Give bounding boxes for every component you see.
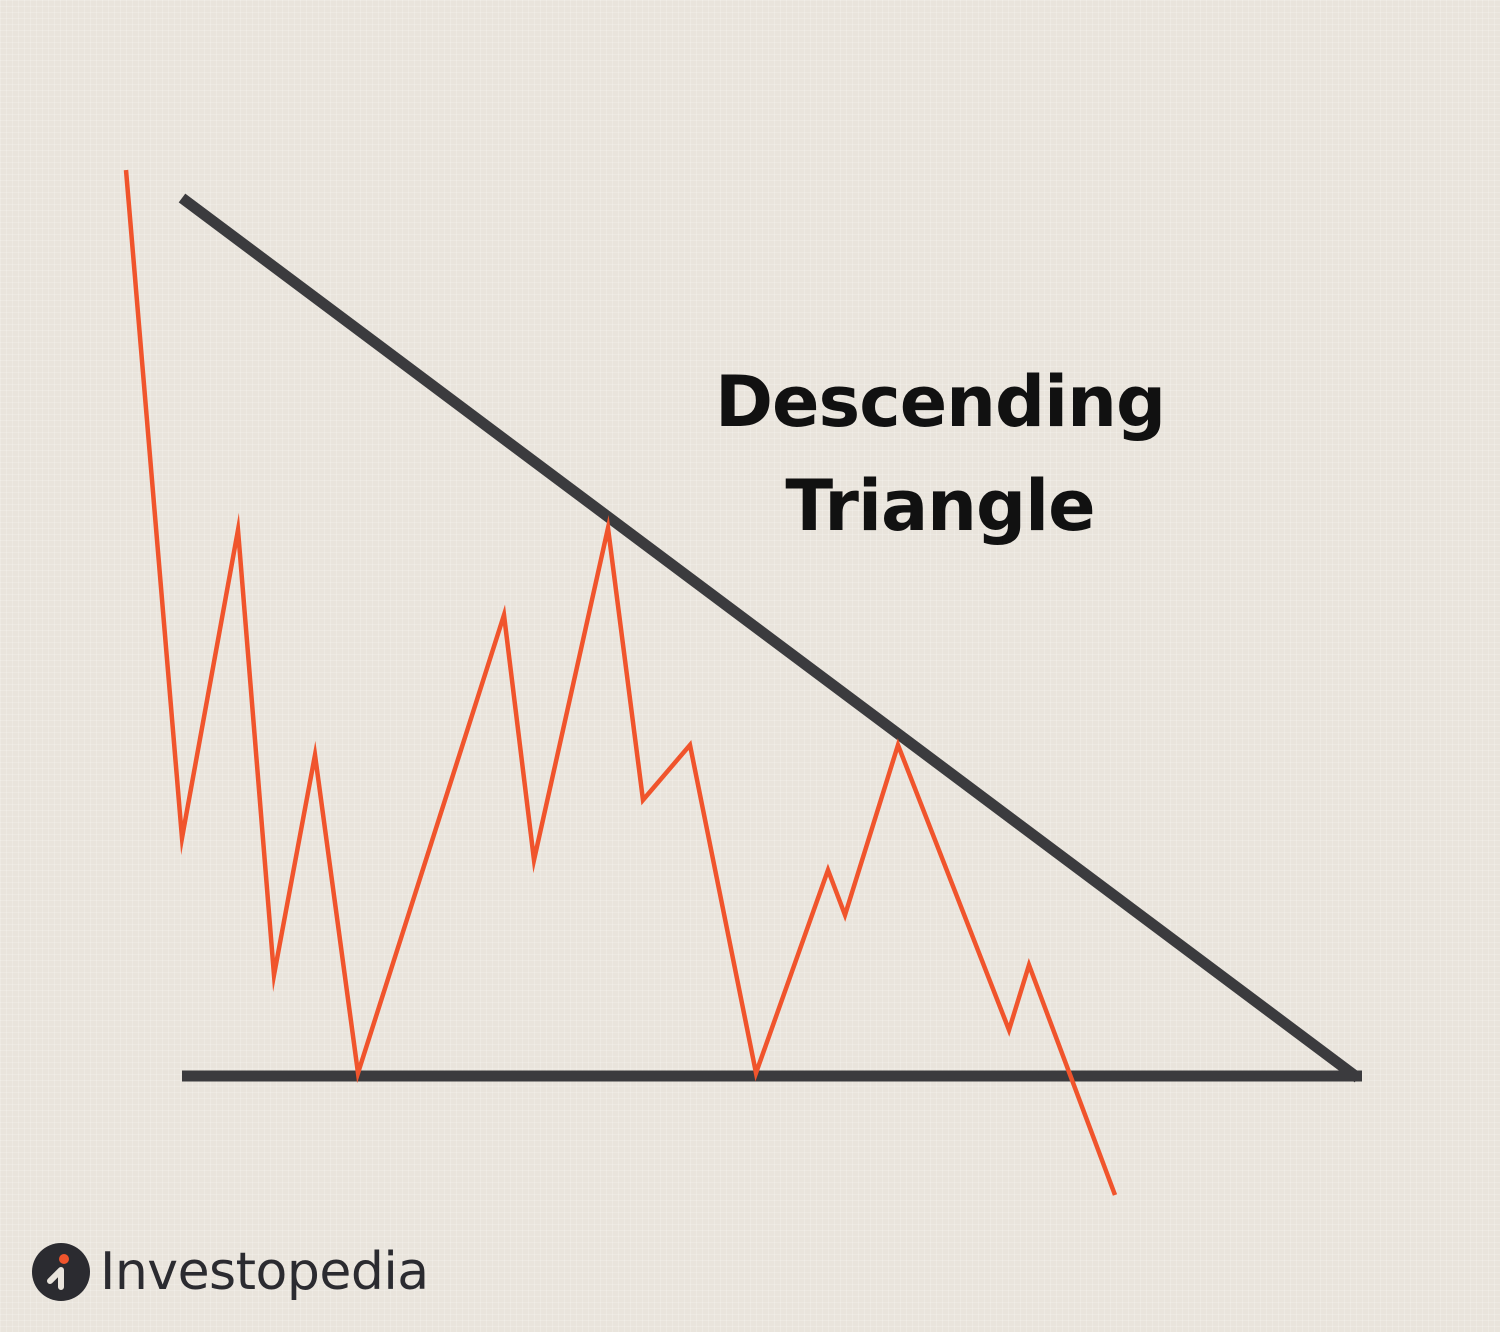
- diagram-title: Descending Triangle: [690, 350, 1190, 558]
- descending-resistance-line: [178, 193, 1362, 1083]
- title-line-2: Triangle: [785, 465, 1095, 547]
- brand-logo: Investopedia: [32, 1240, 429, 1304]
- brand-name: Investopedia: [100, 1242, 429, 1302]
- investopedia-logo-icon: [32, 1243, 90, 1301]
- price-line: [123, 169, 1118, 1196]
- title-line-1: Descending: [714, 361, 1166, 443]
